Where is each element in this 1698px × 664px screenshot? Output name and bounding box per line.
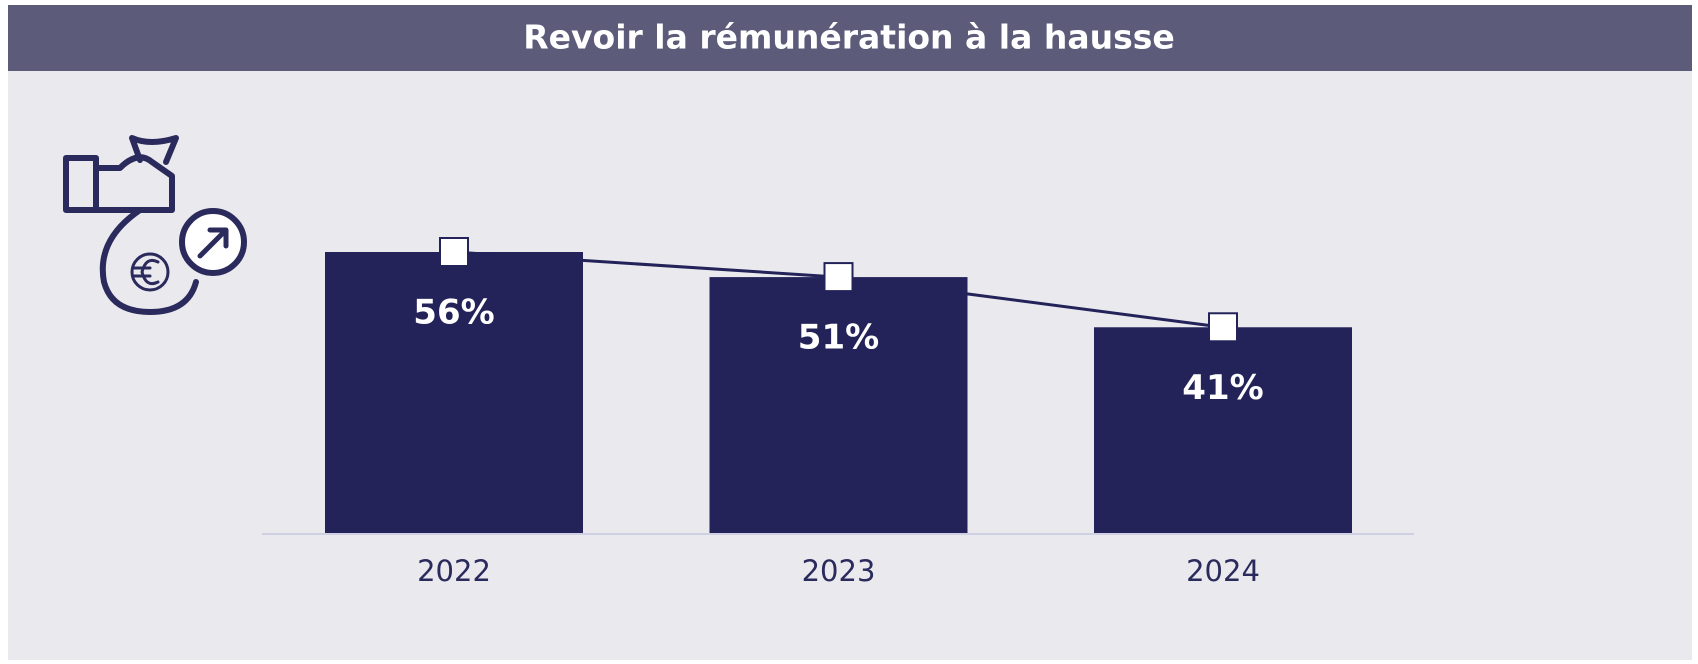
bar (325, 252, 583, 533)
value-label: 56% (413, 293, 494, 333)
line-marker (823, 262, 854, 293)
value-label: 51% (798, 318, 879, 358)
x-tick-label: 2023 (802, 554, 876, 588)
line-marker (439, 237, 469, 267)
value-label: 41% (1182, 368, 1263, 408)
bar (1094, 327, 1352, 533)
icon (63, 135, 247, 315)
bar (709, 277, 968, 533)
x-tick-label: 2024 (1186, 554, 1260, 588)
x-tick-label: 2022 (417, 554, 491, 588)
header (8, 5, 1692, 71)
line-marker (1208, 312, 1238, 343)
chart-title: Revoir la rémunération à la hausse (523, 18, 1175, 57)
